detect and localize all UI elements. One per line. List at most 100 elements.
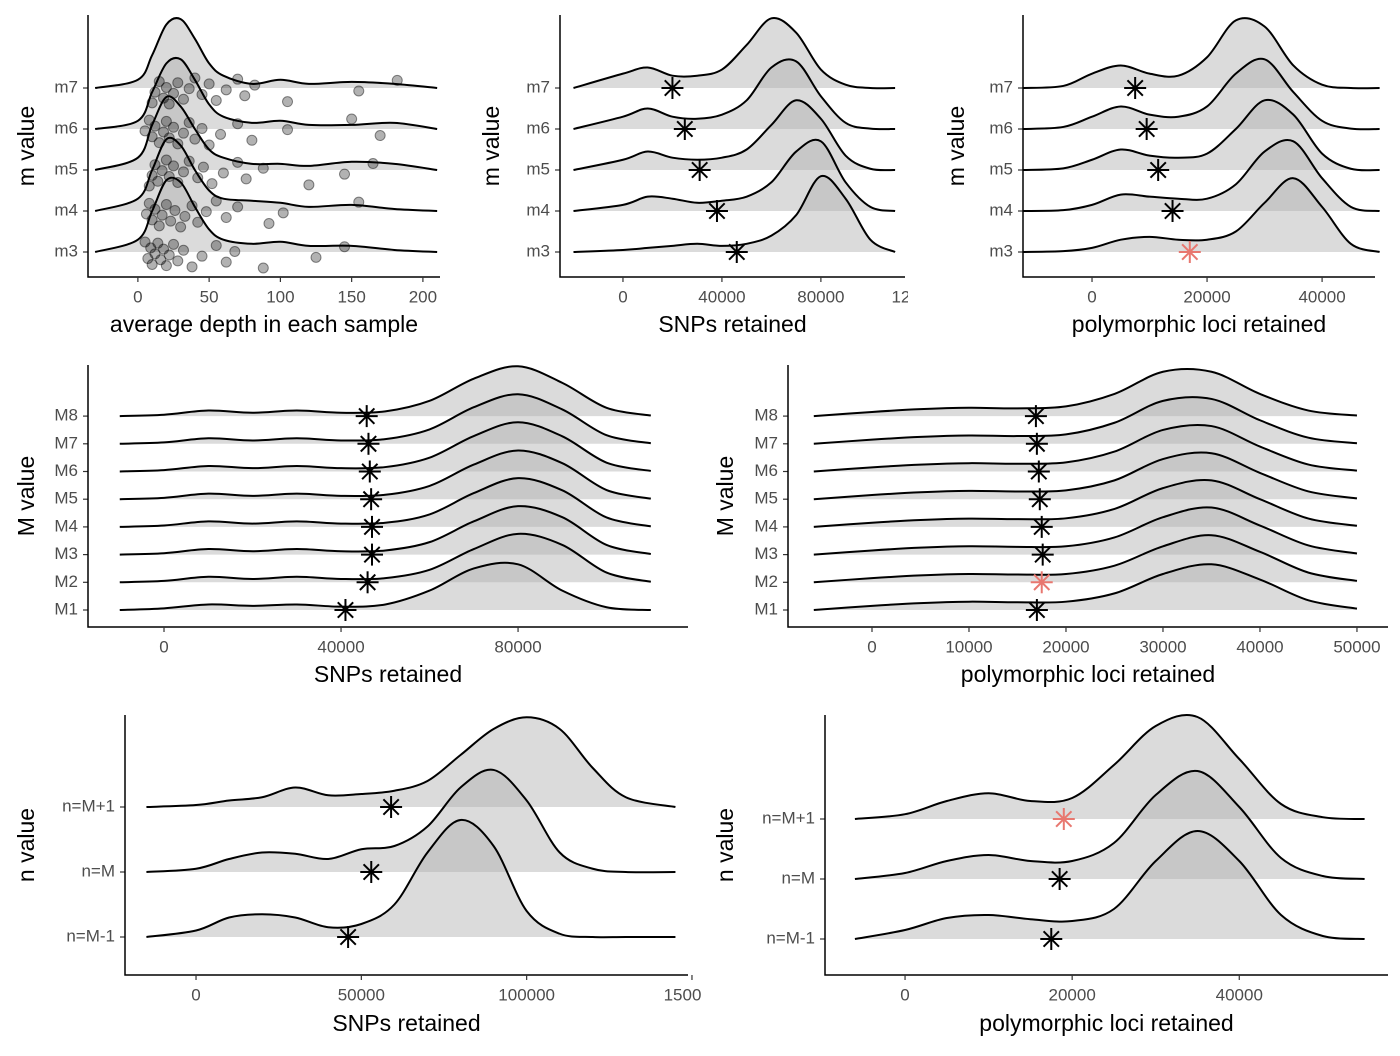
ridge-line bbox=[119, 393, 652, 445]
ridge-area bbox=[813, 535, 1357, 583]
median-marker bbox=[705, 200, 728, 222]
y-tick-label: m7 bbox=[526, 77, 550, 96]
ridge-area bbox=[813, 452, 1357, 500]
median-marker bbox=[1031, 543, 1054, 566]
ridge-line bbox=[94, 56, 438, 130]
ridge-area bbox=[119, 533, 651, 583]
x-tick-label: 50000 bbox=[1333, 637, 1380, 656]
ridge-line bbox=[854, 829, 1365, 940]
y-tick-label: m6 bbox=[54, 118, 78, 137]
x-tick-label: 200 bbox=[409, 287, 437, 306]
y-axis-title: m value bbox=[13, 106, 39, 187]
sample-point bbox=[310, 251, 322, 263]
ridge-line bbox=[1022, 177, 1380, 253]
median-marker bbox=[356, 571, 379, 594]
sample-point bbox=[196, 122, 208, 134]
ridge-area bbox=[573, 17, 896, 89]
sample-point bbox=[146, 169, 158, 181]
ridge-line bbox=[1022, 98, 1380, 172]
sample-point bbox=[192, 172, 204, 184]
marker-stroke bbox=[1126, 79, 1144, 97]
ridge-area bbox=[573, 139, 896, 211]
sample-point bbox=[240, 173, 252, 185]
marker-stroke bbox=[664, 79, 681, 97]
x-tick-label: 40000 bbox=[1216, 985, 1263, 1004]
y-tick-label: n=M-1 bbox=[66, 926, 115, 945]
sample-point bbox=[232, 156, 244, 168]
marker-stroke bbox=[361, 463, 379, 480]
marker-stroke bbox=[362, 863, 380, 881]
y-tick-label: m3 bbox=[989, 241, 1013, 260]
sample-point bbox=[177, 93, 189, 105]
sample-point bbox=[374, 130, 386, 142]
y-tick-label: m3 bbox=[54, 241, 78, 260]
x-axis-title: SNPs retained bbox=[314, 661, 462, 687]
sample-point bbox=[160, 199, 172, 211]
y-tick-label: m5 bbox=[54, 159, 78, 178]
ridge-line bbox=[1022, 139, 1380, 212]
y-tick-label: m5 bbox=[989, 159, 1013, 178]
y-tick-label: M4 bbox=[54, 516, 78, 535]
ridge-line bbox=[573, 138, 896, 212]
axis-line bbox=[1022, 15, 1375, 278]
marker-stroke bbox=[1027, 407, 1045, 425]
x-tick-label: 150 bbox=[337, 287, 365, 306]
marker-stroke bbox=[1028, 601, 1046, 619]
y-tick-label: M1 bbox=[54, 599, 78, 618]
ridge-area bbox=[813, 424, 1357, 472]
panel: M1 M2 M3 M4 M5 M6 M7 M8 0 10000 20000 30000 40000 500… bbox=[712, 365, 1388, 687]
ridge-area bbox=[813, 369, 1357, 417]
sample-point bbox=[203, 139, 215, 151]
ridge-line bbox=[813, 478, 1358, 528]
ridge-line bbox=[573, 16, 896, 90]
sample-point bbox=[153, 76, 165, 88]
x-tick-label: 80000 bbox=[494, 637, 541, 656]
ridge-area bbox=[119, 394, 651, 444]
sample-point bbox=[156, 165, 168, 177]
x-tick-label: 100 bbox=[266, 287, 294, 306]
marker-stroke bbox=[1181, 243, 1199, 261]
x-tick-label: 40000 bbox=[317, 637, 364, 656]
y-tick-label: M6 bbox=[754, 461, 778, 480]
ridge-area bbox=[1023, 178, 1380, 252]
ridge-area bbox=[813, 479, 1357, 527]
marker-stroke bbox=[1030, 463, 1048, 480]
ridge-area bbox=[854, 714, 1365, 819]
panel: m3 m4 m5 m6 m7 0 50 100 150 200 average depth in e… bbox=[13, 15, 440, 337]
sample-point bbox=[168, 121, 180, 133]
marker-stroke bbox=[359, 573, 376, 591]
sample-point bbox=[177, 244, 189, 256]
ridge-line bbox=[573, 174, 896, 253]
median-marker bbox=[361, 515, 384, 538]
sample-point bbox=[210, 240, 222, 252]
sample-point bbox=[169, 204, 181, 216]
median-marker bbox=[334, 599, 357, 621]
x-tick-label: 30000 bbox=[1139, 637, 1186, 656]
sample-point bbox=[263, 217, 275, 229]
median-marker bbox=[1024, 405, 1047, 428]
sample-point bbox=[158, 92, 170, 104]
sample-point bbox=[149, 159, 161, 171]
marker-stroke bbox=[1055, 810, 1073, 828]
y-tick-label: M8 bbox=[54, 406, 78, 425]
y-tick-label: M3 bbox=[754, 544, 778, 563]
sample-point bbox=[160, 81, 172, 93]
marker-stroke bbox=[363, 546, 381, 564]
median-marker bbox=[1048, 868, 1071, 890]
sample-point bbox=[217, 167, 229, 179]
ridge-line bbox=[119, 477, 652, 528]
ridge-line bbox=[146, 716, 676, 808]
sample-point bbox=[189, 72, 201, 84]
ridge-area bbox=[573, 175, 896, 252]
sample-point bbox=[149, 203, 161, 215]
marker-stroke bbox=[360, 435, 377, 453]
y-tick-label: M4 bbox=[754, 516, 778, 535]
marker-stroke bbox=[358, 407, 376, 425]
marker-stroke bbox=[691, 161, 709, 179]
sample-point bbox=[146, 131, 158, 143]
ridge-line bbox=[573, 58, 896, 131]
ridge-area bbox=[95, 18, 438, 89]
marker-stroke bbox=[362, 490, 380, 508]
ridge-line bbox=[94, 95, 438, 171]
median-marker bbox=[1028, 488, 1051, 511]
